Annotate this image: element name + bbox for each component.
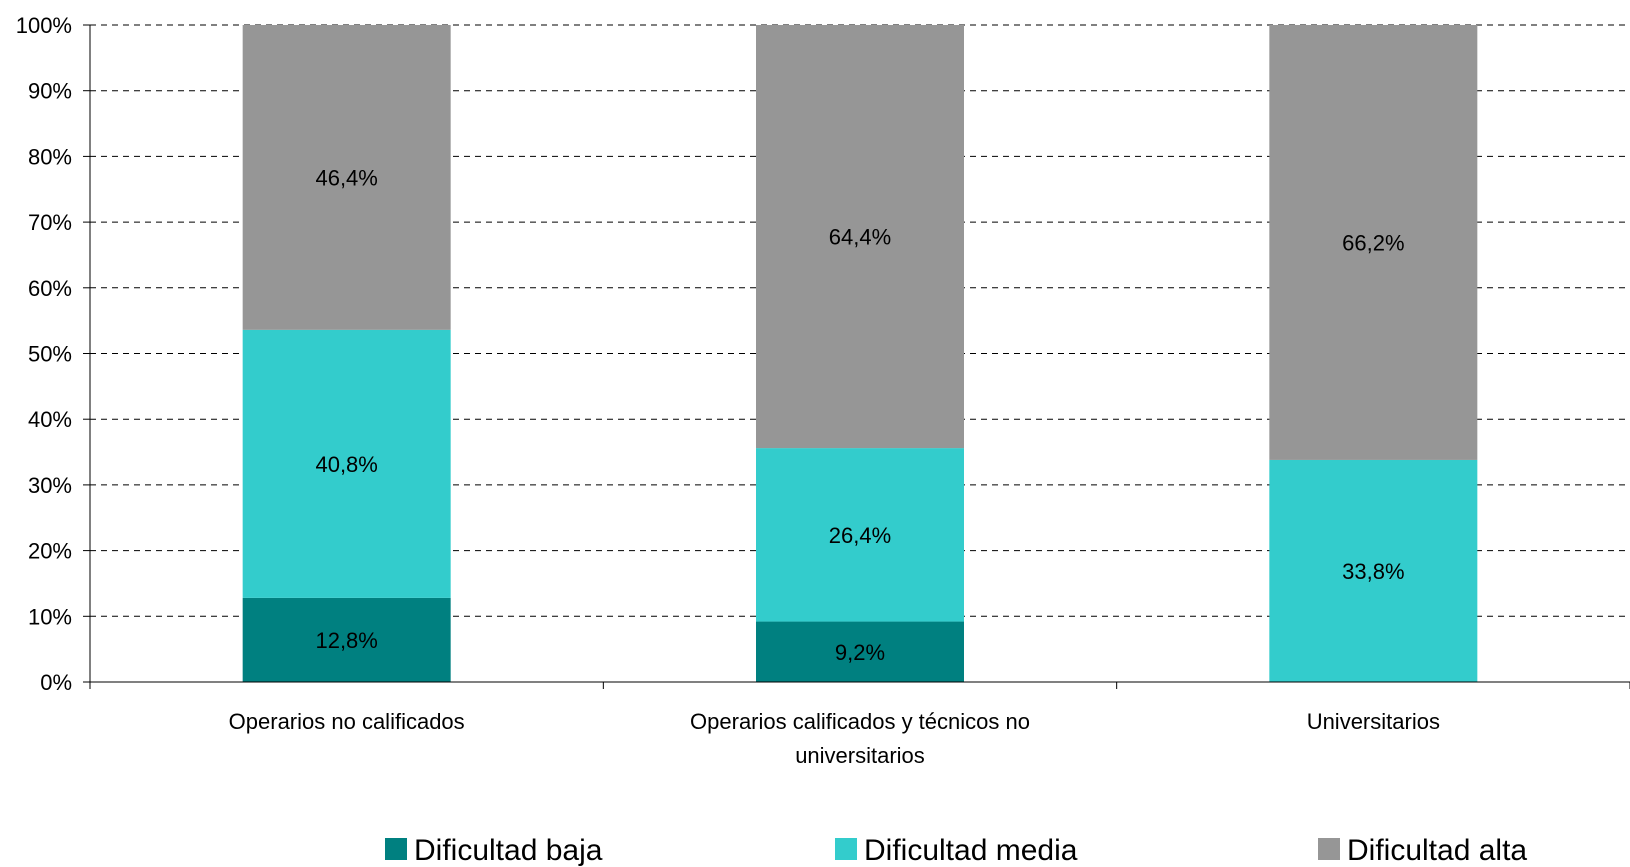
data-label: 40,8% [315, 452, 377, 477]
y-tick-label: 10% [28, 604, 72, 629]
data-label: 12,8% [315, 628, 377, 653]
bar-segment [756, 621, 964, 682]
legend-label: Dificultad baja [414, 834, 603, 867]
y-tick-label: 30% [28, 473, 72, 498]
legend-label: Dificultad alta [1347, 834, 1527, 867]
y-tick-label: 80% [28, 144, 72, 169]
bar-segment [756, 448, 964, 622]
bar-segment [1269, 25, 1478, 460]
y-tick-label: 90% [28, 79, 72, 104]
legend-swatch [835, 838, 857, 860]
y-tick-label: 40% [28, 407, 72, 432]
y-tick-label: 50% [28, 342, 72, 367]
axes [83, 24, 1630, 689]
y-tick-label: 0% [40, 670, 72, 695]
x-axis-categories: Operarios no calificados Operarios califi… [229, 709, 1440, 768]
y-tick-label: 20% [28, 539, 72, 564]
legend: Dificultad baja Dificultad media Dificulta… [385, 834, 1527, 867]
bar-segment [242, 329, 451, 598]
legend-swatch [1318, 838, 1340, 860]
bar-segment [242, 25, 451, 330]
bar-segment [242, 597, 451, 682]
bar-segment [1269, 459, 1478, 682]
y-tick-label: 70% [28, 210, 72, 235]
data-label: 64,4% [829, 225, 891, 250]
data-label: 66,2% [1342, 230, 1404, 255]
data-label: 33,8% [1342, 559, 1404, 584]
y-tick-label: 60% [28, 276, 72, 301]
x-category-label: Universitarios [1307, 709, 1440, 734]
legend-swatch [385, 838, 407, 860]
x-category-label: Operarios no calificados [229, 709, 465, 734]
data-label: 26,4% [829, 523, 891, 548]
bars: 12,8% 40,8% 46,4% 9,2% 26,4% 64,4% 33,8% 66,2% [242, 25, 1478, 682]
legend-label: Dificultad media [864, 834, 1078, 867]
y-axis-ticks: 0% 10% 20% 30% 40% 50% 60% 70% 80% 90% 100% [16, 13, 72, 695]
bar-segment [756, 25, 964, 449]
x-category-label: universitarios [795, 743, 925, 768]
y-tick-label: 100% [16, 13, 72, 38]
data-label: 9,2% [835, 640, 885, 665]
data-label: 46,4% [315, 165, 377, 190]
x-category-label: Operarios calificados y técnicos no [690, 709, 1030, 734]
